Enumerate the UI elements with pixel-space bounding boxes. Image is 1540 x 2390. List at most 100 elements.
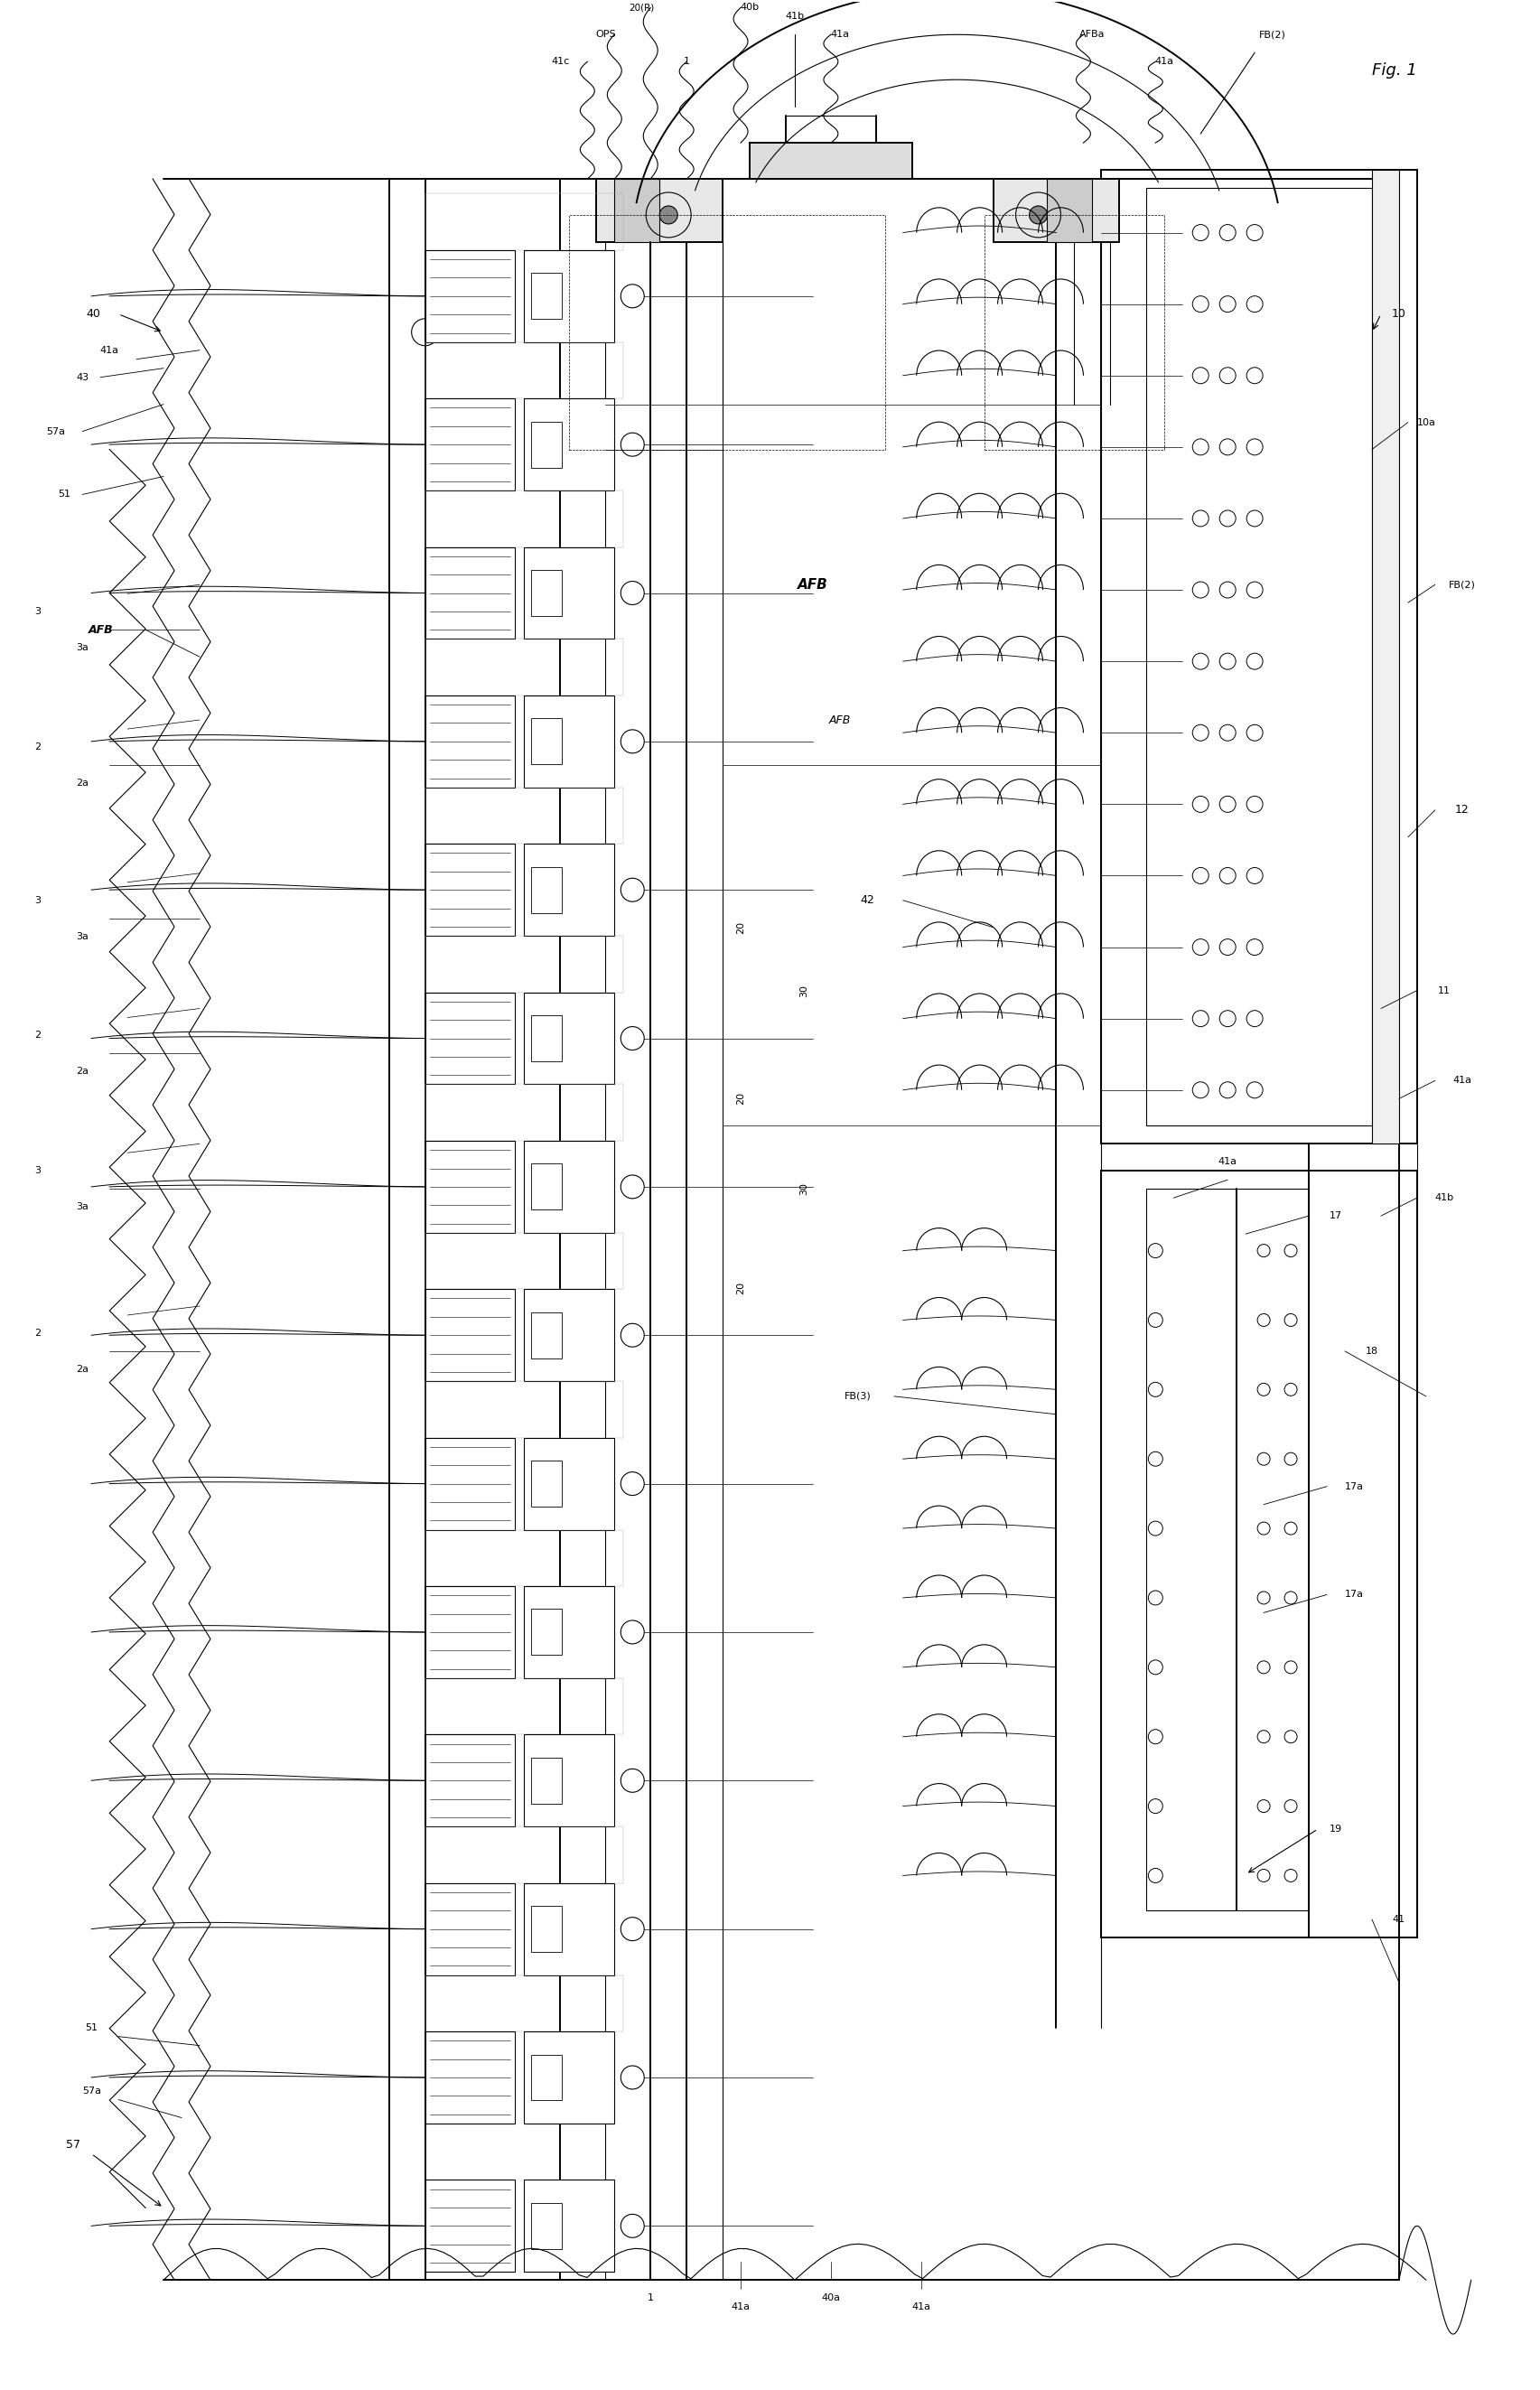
Bar xyxy=(524,251,614,342)
Bar xyxy=(425,1530,624,1587)
Text: 41a: 41a xyxy=(732,2302,750,2311)
Text: 42: 42 xyxy=(859,894,875,906)
Text: 3: 3 xyxy=(34,607,40,617)
Text: 41a: 41a xyxy=(912,2302,930,2311)
Bar xyxy=(531,1905,562,1953)
Text: 3a: 3a xyxy=(75,643,89,652)
Text: 3: 3 xyxy=(34,896,40,906)
Text: 43: 43 xyxy=(75,373,89,382)
Text: 3: 3 xyxy=(34,1166,40,1176)
Text: 17a: 17a xyxy=(1344,1589,1363,1599)
Bar xyxy=(425,1678,624,1735)
Text: AFB: AFB xyxy=(88,624,112,636)
Text: 41c: 41c xyxy=(551,57,570,67)
Bar xyxy=(531,868,562,913)
Text: 17a: 17a xyxy=(1344,1482,1363,1491)
Text: 41a: 41a xyxy=(1218,1157,1237,1166)
Bar xyxy=(1101,170,1417,1145)
Text: 40b: 40b xyxy=(741,2,759,12)
Bar xyxy=(524,399,614,490)
Bar xyxy=(524,695,614,786)
Text: 1: 1 xyxy=(684,57,690,67)
Bar xyxy=(531,1757,562,1804)
Bar xyxy=(425,2180,516,2273)
Text: 41a: 41a xyxy=(1452,1076,1472,1085)
Text: 41: 41 xyxy=(1392,1914,1406,1924)
Text: 2a: 2a xyxy=(75,779,89,789)
Bar xyxy=(425,2032,516,2122)
Bar xyxy=(531,421,562,468)
Circle shape xyxy=(659,206,678,225)
Bar xyxy=(531,569,562,617)
Text: 2a: 2a xyxy=(75,1066,89,1076)
Bar xyxy=(993,179,1120,241)
Text: 51: 51 xyxy=(59,490,71,500)
Text: 11: 11 xyxy=(1438,987,1451,994)
Bar xyxy=(425,1883,516,1974)
Circle shape xyxy=(1029,206,1047,225)
Bar xyxy=(524,1288,614,1381)
Bar xyxy=(425,638,624,695)
Bar xyxy=(524,2032,614,2122)
Text: 2: 2 xyxy=(34,743,40,750)
Text: 51: 51 xyxy=(85,2022,97,2032)
Text: 41a: 41a xyxy=(100,347,119,354)
Bar xyxy=(425,695,516,786)
Text: 57a: 57a xyxy=(82,2086,102,2096)
Text: 20: 20 xyxy=(736,1281,745,1295)
Text: 12: 12 xyxy=(1455,805,1469,815)
Text: 30: 30 xyxy=(799,1183,808,1195)
Text: 10a: 10a xyxy=(1417,418,1435,428)
Bar xyxy=(524,992,614,1085)
Bar xyxy=(531,1312,562,1358)
Text: 2a: 2a xyxy=(75,1365,89,1374)
Text: FB(2): FB(2) xyxy=(1260,31,1286,38)
Text: 2: 2 xyxy=(34,1030,40,1040)
Bar xyxy=(425,251,516,342)
Bar xyxy=(425,1381,624,1439)
Bar xyxy=(425,1439,516,1530)
Bar xyxy=(1101,1171,1417,1938)
Bar xyxy=(531,1460,562,1506)
Bar xyxy=(524,1587,614,1678)
Bar xyxy=(750,143,912,179)
Bar xyxy=(425,194,624,251)
Bar xyxy=(1047,179,1092,241)
Text: 20: 20 xyxy=(736,1092,745,1104)
Bar xyxy=(425,1826,624,1883)
Text: Fig. 1: Fig. 1 xyxy=(1372,62,1417,79)
Bar xyxy=(531,1164,562,1209)
Text: 20: 20 xyxy=(736,920,745,934)
Text: 30: 30 xyxy=(799,985,808,997)
Text: FB(2): FB(2) xyxy=(1449,581,1475,590)
Bar xyxy=(531,719,562,765)
Bar xyxy=(425,490,624,547)
Bar xyxy=(425,1288,516,1381)
Bar xyxy=(425,342,624,399)
Text: 41b: 41b xyxy=(1435,1193,1454,1202)
Bar xyxy=(425,547,516,638)
Bar xyxy=(425,844,516,937)
Text: 57a: 57a xyxy=(46,428,65,435)
Text: 41b: 41b xyxy=(785,12,804,22)
Text: 2: 2 xyxy=(34,1329,40,1338)
Bar xyxy=(524,2180,614,2273)
Text: 19: 19 xyxy=(1329,1824,1343,1833)
Bar xyxy=(1146,1188,1309,1910)
Bar xyxy=(1372,170,1398,1145)
Bar xyxy=(570,215,886,449)
Bar xyxy=(984,215,1164,449)
Text: 3a: 3a xyxy=(75,1202,89,1212)
Bar xyxy=(425,1587,516,1678)
Text: 41a: 41a xyxy=(830,31,850,38)
Text: 40: 40 xyxy=(86,308,100,320)
Bar xyxy=(425,992,516,1085)
Text: AFB: AFB xyxy=(829,715,852,727)
Bar xyxy=(524,547,614,638)
Bar xyxy=(425,1140,516,1233)
Bar xyxy=(531,2204,562,2249)
Bar xyxy=(425,937,624,992)
Bar xyxy=(1146,189,1372,1126)
Text: 41a: 41a xyxy=(1155,57,1173,67)
Text: 18: 18 xyxy=(1366,1346,1378,1355)
